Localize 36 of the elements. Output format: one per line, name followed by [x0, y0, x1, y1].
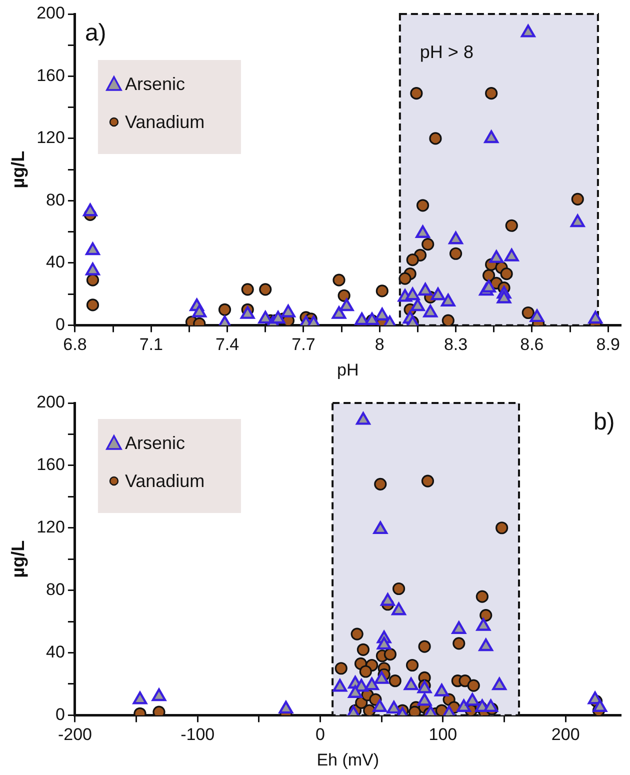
x-tick-label: 8.6 — [520, 335, 544, 354]
x-tick-label: 200 — [551, 725, 580, 744]
x-tick-label: 7.7 — [292, 335, 316, 354]
x-tick-label: 6.8 — [63, 335, 87, 354]
x-axis-title: Eh (mV) — [316, 750, 380, 770]
y-tick-label: 80 — [46, 580, 65, 600]
legend-label: Vanadium — [124, 470, 205, 491]
x-tick-label: 8 — [374, 335, 384, 354]
annotation: a) — [84, 20, 106, 47]
y-tick-label: 200 — [36, 4, 65, 23]
y-tick-label: 160 — [36, 66, 65, 85]
legend-label: Vanadium — [124, 112, 205, 132]
y-axis-title: µg/L — [8, 150, 28, 188]
x-tick-label: 8.3 — [444, 335, 468, 354]
x-tick-label: 7.1 — [139, 335, 163, 354]
y-tick-label: 40 — [46, 642, 65, 662]
y-tick-label: 200 — [36, 392, 65, 412]
x-tick-label: 7.4 — [215, 335, 240, 354]
x-tick-label: 0 — [316, 725, 326, 744]
y-tick-label: 0 — [55, 314, 65, 334]
legend-label: Arsenic — [124, 432, 185, 453]
y-tick-label: 120 — [36, 128, 65, 148]
y-tick-label: 160 — [36, 455, 65, 474]
y-tick-label: 120 — [36, 518, 65, 537]
x-axis-title: pH — [337, 360, 359, 380]
y-tick-label: 0 — [55, 704, 65, 724]
legend-label: Arsenic — [124, 74, 185, 94]
x-tick-label: -200 — [58, 725, 92, 744]
annotation: b) — [593, 408, 615, 436]
y-tick-label: 80 — [46, 190, 65, 210]
y-tick-label: 40 — [46, 252, 65, 272]
y-axis-title: µg/L — [8, 540, 28, 578]
x-tick-label: -100 — [180, 725, 215, 744]
x-tick-label: 8.9 — [596, 335, 620, 354]
x-tick-label: 100 — [428, 725, 458, 744]
band-label: pH > 8 — [420, 42, 474, 62]
